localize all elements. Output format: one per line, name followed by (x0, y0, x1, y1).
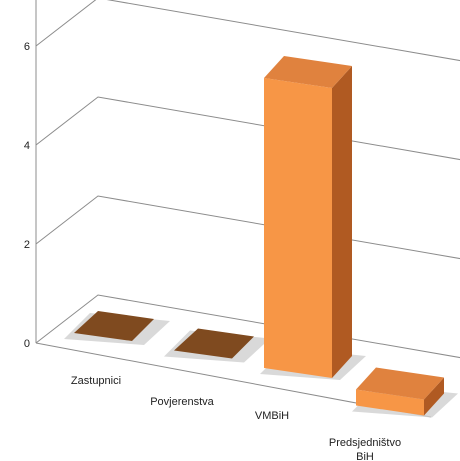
y-tick-label: 4 (24, 140, 30, 152)
gridline (35, 294, 460, 359)
y-tick-label: 2 (24, 239, 30, 251)
x-category-label: Povjerenstva (150, 396, 214, 408)
bar-top (356, 367, 444, 400)
x-category-label: VMBiH (255, 410, 289, 422)
gridline (35, 0, 460, 62)
bar (174, 328, 254, 359)
bar (356, 389, 424, 416)
x-category-label: Predsjedništvo BiH (329, 437, 401, 461)
bar-top (264, 56, 352, 88)
y-tick-label: 6 (24, 41, 30, 53)
bar-side (332, 66, 352, 378)
bar-side (424, 377, 444, 416)
y-tick-label: 0 (24, 338, 30, 350)
bar (74, 311, 154, 341)
gridline (35, 96, 460, 161)
bar (264, 78, 332, 378)
gridline (35, 195, 460, 260)
x-category-label: Zastupnici (71, 375, 121, 387)
